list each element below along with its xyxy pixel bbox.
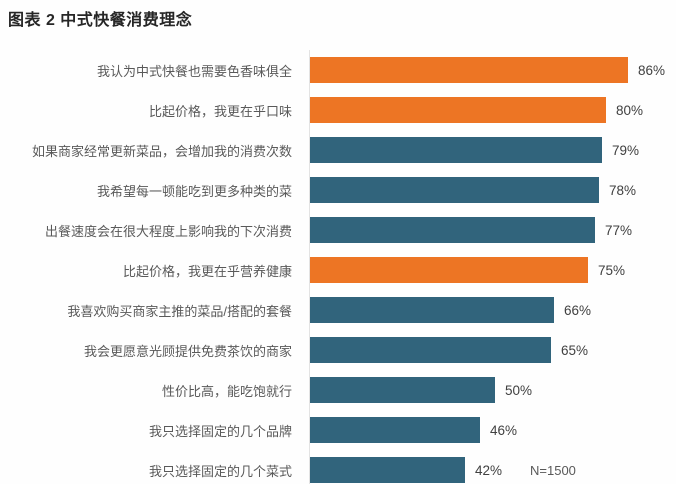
chart-title: 图表 2 中式快餐消费理念 (8, 12, 193, 29)
bar-row: 我认为中式快餐也需要色香味俱全 86% (0, 50, 676, 90)
bar (310, 257, 588, 283)
bar-label: 比起价格，我更在乎口味 (148, 103, 292, 119)
bar-label: 性价比高，能吃饱就行 (161, 383, 292, 399)
axis-baseline (309, 50, 310, 484)
bar-row: 如果商家经常更新菜品，会增加我的消费次数 79% (0, 130, 676, 170)
bar-row: 我只选择固定的几个菜式 42% (0, 450, 676, 484)
bar-value: 42% (475, 462, 503, 478)
bar-row: 比起价格，我更在乎营养健康 75% (0, 250, 676, 290)
bar (310, 457, 465, 483)
bar-row: 我希望每一顿能吃到更多种类的菜 78% (0, 170, 676, 210)
bar-value: 50% (505, 382, 533, 398)
bar-row: 我喜欢购买商家主推的菜品/搭配的套餐 66% (0, 290, 676, 330)
bar-row: 我会更愿意光顾提供免费茶饮的商家 65% (0, 330, 676, 370)
bar-value: 66% (564, 302, 592, 318)
bar (310, 57, 628, 83)
bar (310, 377, 495, 403)
bar-label: 我会更愿意光顾提供免费茶饮的商家 (83, 343, 292, 359)
bar (310, 337, 551, 363)
bar (310, 297, 554, 323)
bar (310, 97, 606, 123)
bar (310, 417, 480, 443)
bar-value: 78% (609, 182, 637, 198)
bar-label: 如果商家经常更新菜品，会增加我的消费次数 (31, 143, 292, 159)
bar-label: 比起价格，我更在乎营养健康 (122, 263, 292, 279)
bar-label: 我喜欢购买商家主推的菜品/搭配的套餐 (67, 303, 292, 319)
bar-value: 80% (616, 102, 644, 118)
bar (310, 177, 599, 203)
bar-label: 我希望每一顿能吃到更多种类的菜 (96, 183, 292, 199)
bar-label: 出餐速度会在很大程度上影响我的下次消费 (44, 223, 292, 239)
bar-value: 79% (612, 142, 640, 158)
bar-value: 86% (638, 62, 666, 78)
bar-row: 比起价格，我更在乎口味 80% (0, 90, 676, 130)
bar-row: 性价比高，能吃饱就行 50% (0, 370, 676, 410)
bar-value: 46% (490, 422, 518, 438)
sample-size-note: N=1500 (530, 463, 576, 478)
bar-row: 我只选择固定的几个品牌 46% (0, 410, 676, 450)
bar (310, 137, 602, 163)
bar-label: 我认为中式快餐也需要色香味俱全 (96, 63, 292, 79)
bar-value: 77% (605, 222, 633, 238)
bar-label: 我只选择固定的几个菜式 (148, 463, 292, 479)
bar (310, 217, 595, 243)
bar-value: 65% (561, 342, 589, 358)
bar-value: 75% (598, 262, 626, 278)
bar-row: 出餐速度会在很大程度上影响我的下次消费 77% (0, 210, 676, 250)
bar-label: 我只选择固定的几个品牌 (148, 423, 292, 439)
bar-rows-container: 我认为中式快餐也需要色香味俱全 86% 比起价格，我更在乎口味 80% 如果商家经常更新… (0, 50, 676, 484)
